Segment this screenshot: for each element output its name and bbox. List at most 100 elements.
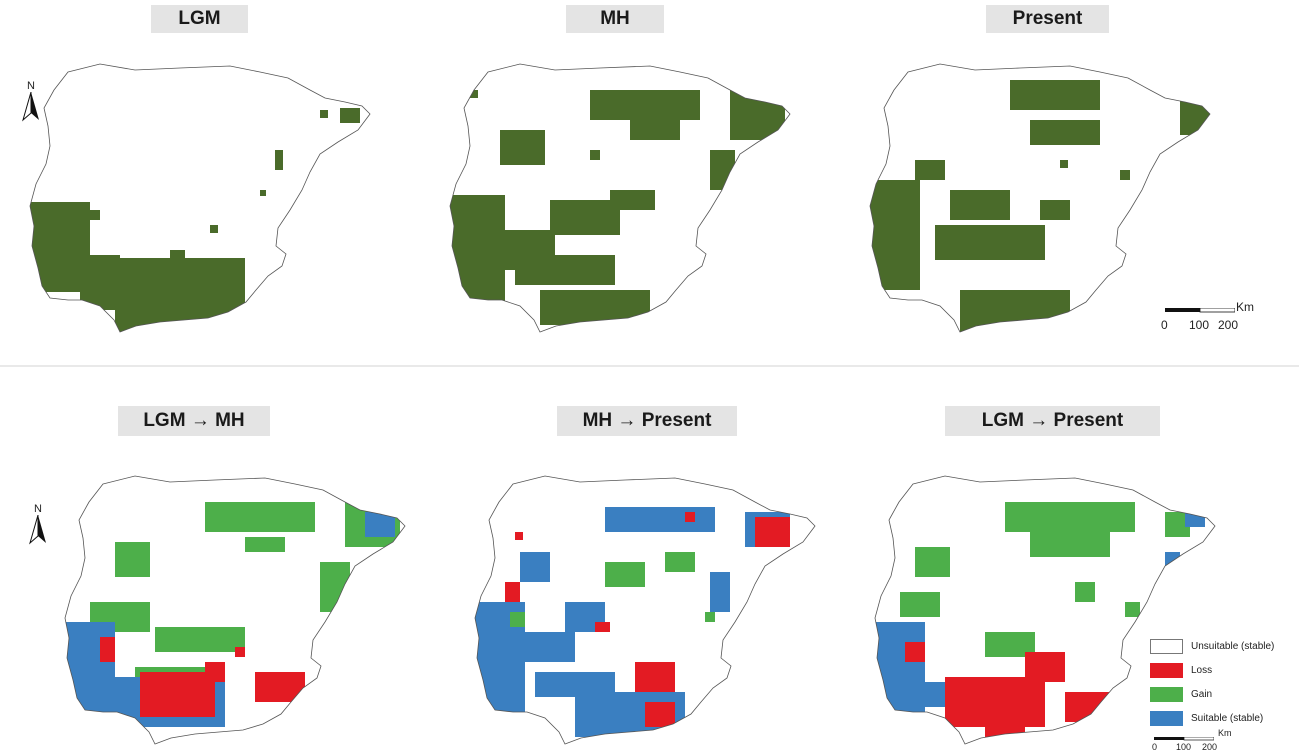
suitability-patch	[950, 190, 1010, 220]
suitability-patch	[260, 190, 266, 196]
suitability-patch	[115, 258, 245, 332]
suitability-patch	[205, 502, 315, 532]
suitability-patch	[685, 512, 695, 522]
suitability-patch	[915, 547, 950, 577]
suitability-patch	[610, 190, 655, 210]
panel-title-mh-present: MH → Present	[557, 406, 737, 436]
suitability-patch	[1005, 502, 1135, 532]
suitability-patch	[635, 662, 675, 692]
suitability-patch	[235, 647, 245, 657]
legend-item-loss: Loss	[1150, 658, 1290, 682]
suitability-patch	[1125, 602, 1140, 617]
suitability-patch	[275, 150, 283, 170]
scale-tick-100: 100	[1176, 742, 1192, 752]
suitability-patch	[520, 552, 550, 582]
panel-title-lgm: LGM	[151, 5, 248, 33]
suitability-patch	[1030, 532, 1110, 557]
legend-label: Suitable (stable)	[1191, 712, 1264, 724]
north-label: N	[27, 80, 35, 92]
suitability-patch	[665, 552, 695, 572]
suitability-patch	[170, 250, 185, 260]
suitability-patch	[710, 572, 730, 612]
scale-bar-graphic	[1154, 737, 1214, 741]
suitability-patch	[100, 637, 115, 662]
map-mh-present	[474, 475, 816, 745]
suitability-patch	[505, 582, 520, 602]
north-arrow-icon	[29, 514, 46, 545]
suitability-patch	[915, 160, 945, 180]
coastline	[449, 63, 791, 333]
suitability-patch	[80, 255, 120, 310]
scale-unit: Km	[1236, 300, 1254, 314]
legend-label: Gain	[1191, 688, 1213, 700]
suitability-patch	[1010, 80, 1100, 110]
panel-title-lgm-present: LGM → Present	[945, 406, 1160, 436]
suitability-patch	[210, 225, 218, 233]
suitability-patch	[320, 110, 328, 118]
north-label: N	[34, 503, 42, 515]
legend-item-unsuitable: Unsuitable (stable)	[1150, 634, 1290, 658]
suitability-patch	[355, 582, 363, 590]
suitability-patch	[155, 627, 245, 652]
suitability-patch	[470, 90, 478, 98]
legend-swatch	[1150, 638, 1183, 654]
suitability-patch	[515, 532, 523, 540]
suitability-patch	[245, 537, 285, 552]
scale-tick-200: 200	[1202, 742, 1218, 752]
suitability-patch	[340, 108, 360, 123]
suitability-patch	[1075, 582, 1095, 602]
suitability-patches	[875, 502, 1205, 737]
suitability-patch	[90, 210, 100, 220]
legend-label: Loss	[1191, 664, 1213, 676]
coastline	[64, 475, 406, 745]
map-lgm-present	[874, 475, 1216, 745]
north-arrow-icon	[22, 91, 39, 122]
suitability-patch	[1065, 692, 1115, 722]
suitability-patch	[450, 195, 505, 305]
suitability-patch	[1060, 160, 1068, 168]
suitability-patch	[875, 622, 925, 732]
north-arrow-top: N	[20, 80, 42, 125]
suitability-patch	[900, 592, 940, 617]
map-present	[869, 63, 1211, 333]
suitability-patch	[525, 632, 575, 662]
scale-tick-0: 0	[1161, 318, 1168, 332]
map-lgm-mh	[64, 475, 406, 745]
coastline	[874, 475, 1216, 745]
scale-bar-bottom: Km 0 100 200	[1152, 728, 1252, 754]
coastline	[29, 63, 371, 333]
suitability-patches	[475, 507, 790, 737]
map-lgm	[29, 63, 371, 333]
suitability-patch	[30, 202, 90, 292]
legend-label: Unsuitable (stable)	[1191, 640, 1275, 652]
suitability-patch	[705, 612, 715, 622]
suitability-patch	[550, 200, 620, 235]
legend-swatch	[1150, 710, 1183, 726]
scale-tick-200: 200	[1218, 318, 1239, 332]
suitability-patch	[320, 562, 350, 612]
suitability-patch	[205, 662, 225, 682]
coastline	[869, 63, 1211, 333]
scale-tick-0: 0	[1152, 742, 1158, 752]
suitability-patch	[1115, 722, 1125, 732]
peninsula-landmass	[870, 64, 1210, 332]
suitability-patch	[500, 130, 545, 165]
suitability-patch	[905, 642, 925, 662]
legend-swatch	[1150, 686, 1183, 702]
suitability-patch	[1120, 170, 1130, 180]
legend-item-suitable: Suitable (stable)	[1150, 706, 1290, 730]
suitability-patch	[755, 517, 790, 547]
suitability-patch	[540, 290, 650, 325]
row-divider	[0, 365, 1299, 367]
legend: Unsuitable (stable) Loss Gain Suitable (…	[1150, 634, 1290, 730]
suitability-patch	[985, 717, 1025, 737]
suitability-patch	[1040, 200, 1070, 220]
legend-item-gain: Gain	[1150, 682, 1290, 706]
suitability-patch	[365, 512, 395, 537]
suitability-patch	[935, 225, 1045, 260]
suitability-patch	[590, 90, 700, 120]
scale-tick-100: 100	[1189, 318, 1210, 332]
suitability-patch	[595, 622, 610, 632]
suitability-patch	[605, 562, 645, 587]
suitability-patch	[115, 542, 150, 577]
